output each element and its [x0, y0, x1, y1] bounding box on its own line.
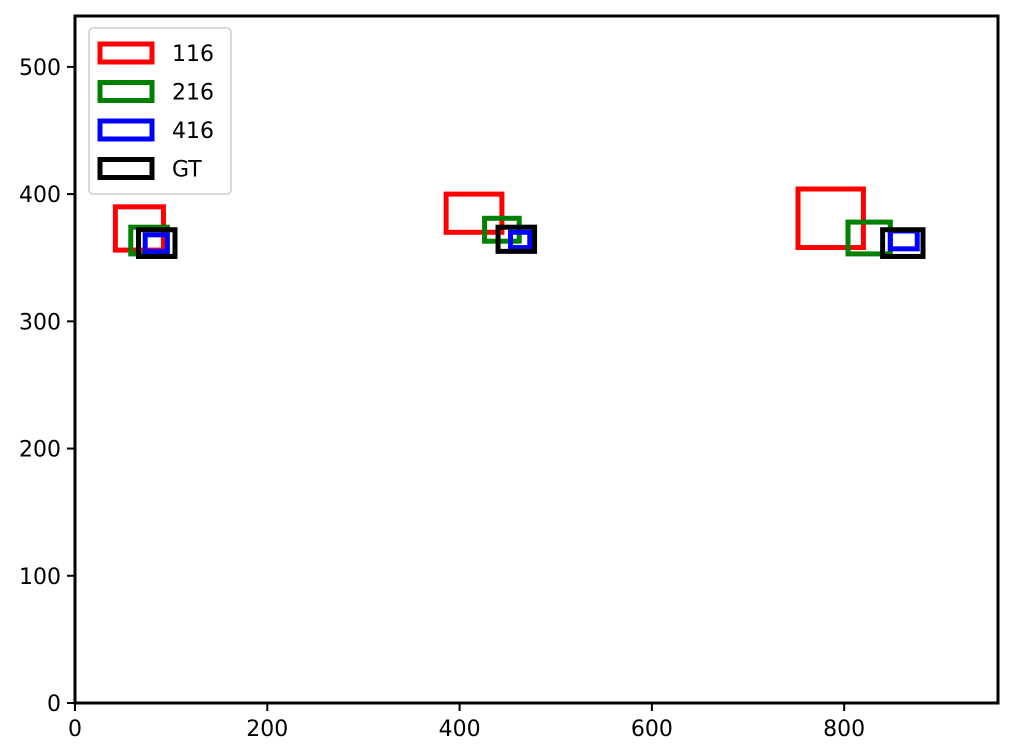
legend-label: 416 [172, 119, 214, 144]
bounding-box [142, 232, 170, 254]
legend-label: GT [172, 158, 202, 183]
x-tick-label: 200 [246, 717, 288, 742]
axes-frame [73, 14, 1000, 705]
legend-swatch [97, 118, 155, 142]
bounding-box [482, 215, 522, 244]
y-tick-label: 100 [19, 565, 61, 590]
bounding-box [795, 186, 866, 251]
y-tick-label: 0 [47, 692, 61, 717]
x-tick-label: 800 [823, 717, 865, 742]
y-tick-label: 200 [19, 438, 61, 463]
x-axis: 0 200 400 600 800 [68, 703, 865, 742]
legend-label: 116 [172, 42, 214, 67]
y-tick-label: 400 [19, 183, 61, 208]
bounding-box [443, 191, 505, 235]
series-416 [142, 228, 920, 254]
x-tick-label: 400 [439, 717, 481, 742]
bounding-box [880, 227, 926, 259]
y-tick-label: 300 [19, 310, 61, 335]
legend-swatch [97, 157, 155, 180]
legend-label: 216 [172, 81, 214, 106]
series-gt [135, 224, 926, 259]
bounding-box [135, 227, 178, 259]
y-tick-label: 500 [19, 56, 61, 81]
legend: 116 216 416 GT [88, 27, 232, 195]
y-axis: 0 100 200 300 400 500 [19, 56, 75, 717]
legend-swatch [97, 41, 155, 65]
bounding-box [508, 229, 533, 251]
legend-box [88, 27, 232, 195]
series-layer [112, 186, 926, 259]
bounding-box [495, 224, 538, 254]
x-tick-label: 600 [631, 717, 673, 742]
x-tick-label: 0 [68, 717, 82, 742]
legend-swatch [97, 80, 155, 103]
